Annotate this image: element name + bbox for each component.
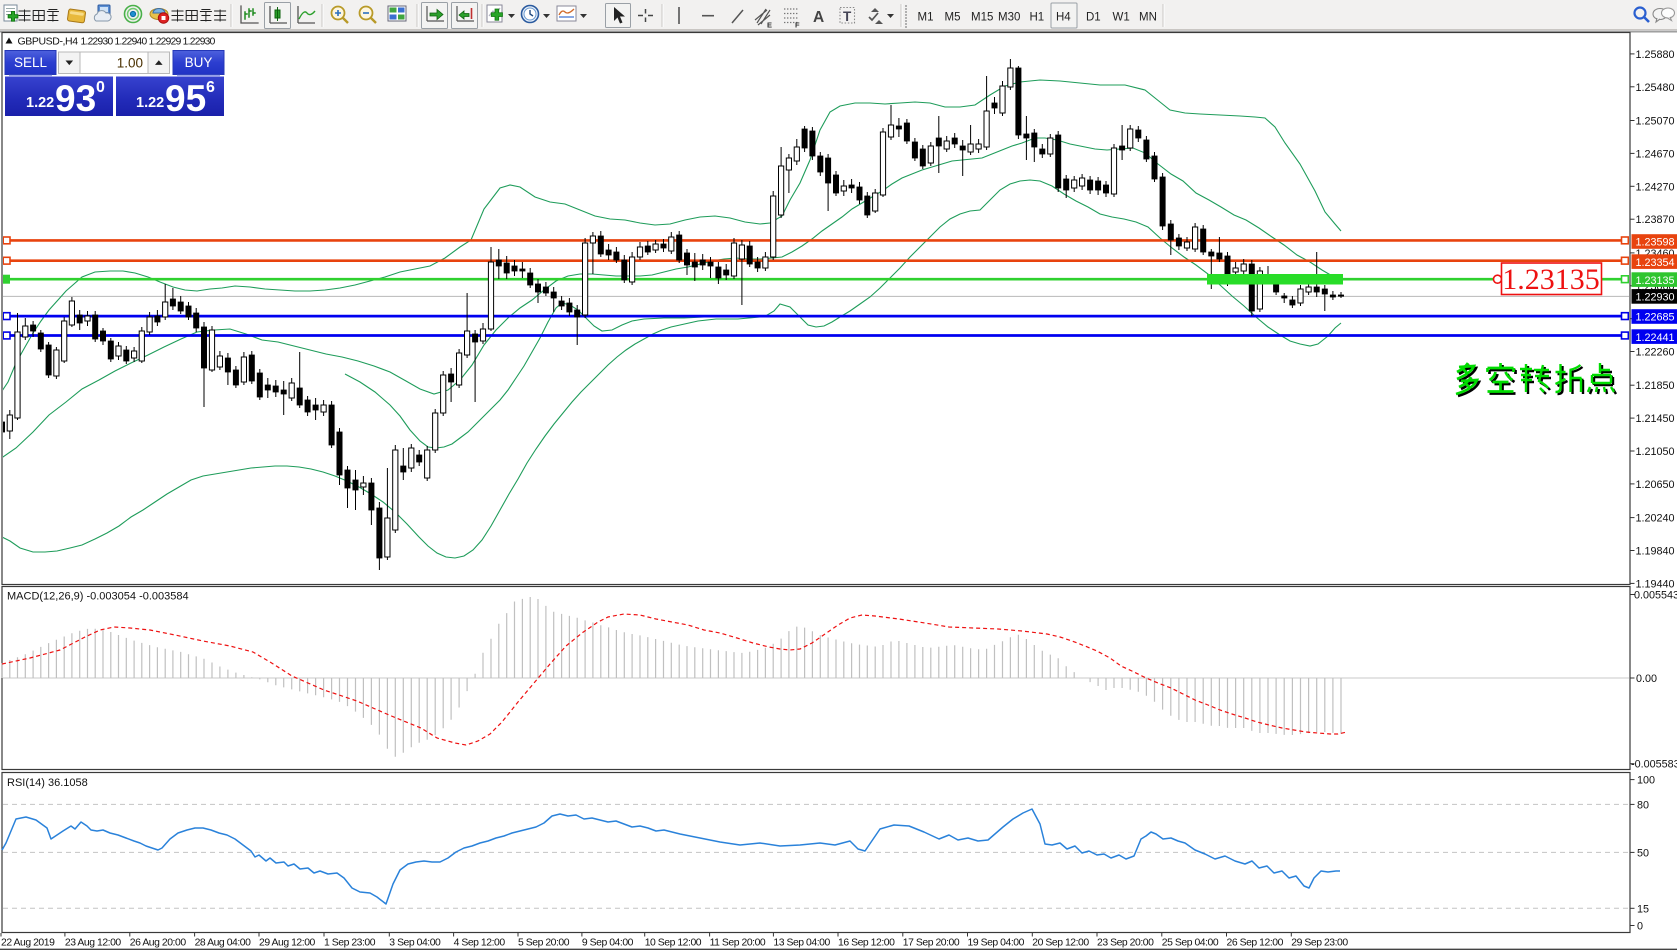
svg-text:17 Sep 20:00: 17 Sep 20:00: [903, 938, 960, 949]
svg-text:1.25480: 1.25480: [1636, 82, 1675, 94]
svg-text:10 Sep 12:00: 10 Sep 12:00: [645, 938, 702, 949]
svg-text:1.19440: 1.19440: [1636, 578, 1675, 590]
svg-text:23 Sep 20:00: 23 Sep 20:00: [1097, 938, 1154, 949]
svg-text:1.22685: 1.22685: [1636, 312, 1675, 324]
svg-text:19 Sep 04:00: 19 Sep 04:00: [968, 938, 1025, 949]
svg-text:1.22260: 1.22260: [1636, 347, 1675, 359]
svg-text:93: 93: [55, 78, 96, 119]
svg-text:MN: MN: [1139, 12, 1157, 24]
svg-text:20 Sep 12:00: 20 Sep 12:00: [1032, 938, 1089, 949]
svg-text:1.23135: 1.23135: [1502, 263, 1600, 296]
svg-text:1.22: 1.22: [26, 95, 54, 111]
svg-text:0: 0: [96, 79, 105, 96]
svg-text:11 Sep 20:00: 11 Sep 20:00: [710, 938, 766, 949]
svg-text:1.25880: 1.25880: [1636, 49, 1675, 61]
svg-text:95: 95: [165, 78, 206, 119]
svg-text:M1: M1: [918, 12, 934, 24]
svg-text:25 Sep 04:00: 25 Sep 04:00: [1162, 938, 1219, 949]
svg-text:1.22: 1.22: [136, 95, 164, 111]
svg-text:1.23598: 1.23598: [1636, 237, 1675, 249]
svg-text:W1: W1: [1113, 12, 1130, 24]
svg-text:100: 100: [1637, 775, 1655, 787]
svg-text:1 Sep 23:00: 1 Sep 23:00: [324, 938, 376, 949]
svg-text:1.24670: 1.24670: [1636, 148, 1675, 160]
svg-text:1.21850: 1.21850: [1636, 380, 1675, 392]
svg-text:1.23870: 1.23870: [1636, 214, 1675, 226]
svg-text:9 Sep 04:00: 9 Sep 04:00: [582, 938, 634, 949]
svg-text:6: 6: [206, 79, 215, 96]
svg-text:0.00: 0.00: [1636, 673, 1657, 685]
svg-text:1.22441: 1.22441: [1636, 332, 1675, 344]
svg-text:22 Aug 2019: 22 Aug 2019: [1, 938, 55, 949]
svg-text:1.22930 1.22940 1.22929 1.2293: 1.22930 1.22940 1.22929 1.22930: [81, 37, 216, 48]
svg-text:MACD(12,26,9) -0.003054 -0.003: MACD(12,26,9) -0.003054 -0.003584: [7, 591, 189, 603]
svg-text:0.005543: 0.005543: [1634, 590, 1677, 602]
svg-text:5 Sep 20:00: 5 Sep 20:00: [518, 938, 570, 949]
svg-text:1.25070: 1.25070: [1636, 116, 1675, 128]
svg-text:4 Sep 12:00: 4 Sep 12:00: [454, 938, 506, 949]
svg-text:F: F: [795, 21, 800, 30]
svg-text:29 Sep 23:00: 29 Sep 23:00: [1291, 938, 1348, 949]
svg-text:16 Sep 12:00: 16 Sep 12:00: [838, 938, 895, 949]
svg-text:1.21450: 1.21450: [1636, 413, 1675, 425]
svg-text:1.00: 1.00: [117, 56, 143, 71]
svg-text:BUY: BUY: [185, 55, 213, 70]
svg-text:1.20650: 1.20650: [1636, 479, 1675, 491]
svg-text:1.19840: 1.19840: [1636, 546, 1675, 558]
svg-text:26 Sep 12:00: 26 Sep 12:00: [1227, 938, 1284, 949]
svg-text:-0.005583: -0.005583: [1631, 759, 1677, 771]
svg-text:29 Aug 12:00: 29 Aug 12:00: [259, 938, 316, 949]
svg-text:H1: H1: [1030, 12, 1045, 24]
svg-text:M30: M30: [998, 12, 1020, 24]
svg-text:1.22930: 1.22930: [1636, 292, 1675, 304]
svg-text:GBPUSD-,H4: GBPUSD-,H4: [18, 36, 79, 48]
svg-text:1.24270: 1.24270: [1636, 181, 1675, 193]
svg-text:80: 80: [1637, 799, 1649, 811]
svg-text:3 Sep 04:00: 3 Sep 04:00: [389, 938, 441, 949]
svg-text:0: 0: [1637, 921, 1643, 933]
svg-text:13 Sep 04:00: 13 Sep 04:00: [773, 938, 830, 949]
svg-text:M15: M15: [971, 12, 993, 24]
svg-text:1.23354: 1.23354: [1636, 257, 1675, 269]
svg-text:E: E: [767, 21, 772, 30]
svg-text:H4: H4: [1056, 12, 1071, 24]
svg-text:SELL: SELL: [14, 55, 48, 70]
svg-text:23 Aug 12:00: 23 Aug 12:00: [65, 938, 122, 949]
svg-text:1.23135: 1.23135: [1636, 275, 1675, 287]
svg-text:1.20240: 1.20240: [1636, 513, 1675, 525]
svg-text:50: 50: [1637, 847, 1649, 859]
svg-text:M5: M5: [945, 12, 961, 24]
svg-text:26 Aug 20:00: 26 Aug 20:00: [130, 938, 187, 949]
svg-text:T: T: [843, 9, 852, 24]
svg-text:15: 15: [1637, 903, 1649, 915]
svg-text:D1: D1: [1086, 12, 1101, 24]
svg-text:1.21050: 1.21050: [1636, 446, 1675, 458]
svg-text:A: A: [813, 9, 824, 26]
svg-text:28 Aug 04:00: 28 Aug 04:00: [195, 938, 252, 949]
svg-text:RSI(14) 36.1058: RSI(14) 36.1058: [7, 777, 88, 789]
